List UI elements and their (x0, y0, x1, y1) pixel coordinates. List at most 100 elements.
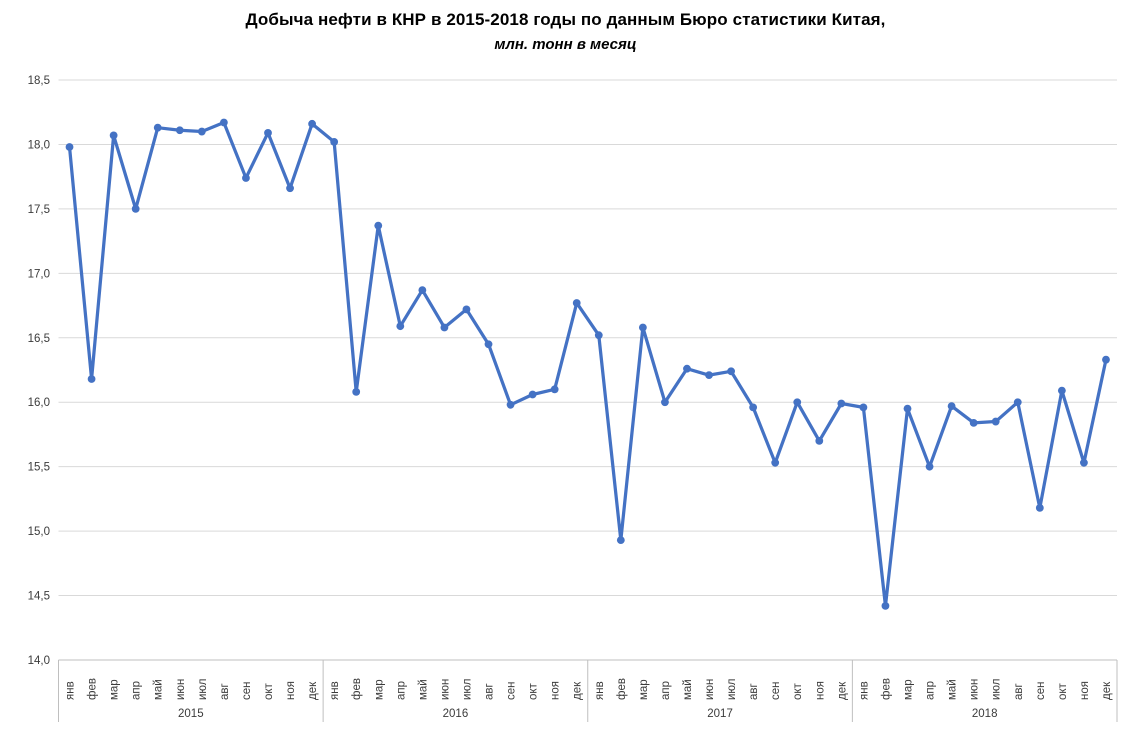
data-point-marker (727, 367, 735, 376)
x-month-label: июл (726, 678, 738, 700)
x-month-label: дек (836, 681, 848, 700)
x-month-label: мар (638, 679, 650, 700)
x-month-label: июл (197, 678, 209, 700)
x-month-label: сен (241, 682, 253, 701)
x-month-label: дек (1101, 681, 1113, 700)
y-tick-label: 14,5 (28, 591, 50, 603)
data-point-marker (572, 299, 581, 307)
x-month-label: мар (903, 679, 915, 700)
data-point-marker (1013, 398, 1022, 407)
x-month-label: сен (506, 682, 518, 701)
data-point-marker (969, 418, 978, 427)
data-point-marker (308, 119, 316, 128)
data-point-marker (594, 331, 603, 340)
x-month-label: окт (1057, 682, 1069, 700)
x-month-label: янв (594, 681, 606, 700)
y-tick-label: 15,5 (28, 462, 50, 474)
data-point-marker (440, 323, 449, 332)
x-month-label: ноя (285, 681, 297, 700)
data-point-marker (242, 174, 250, 182)
x-month-label: авг (484, 683, 496, 700)
x-month-label: окт (792, 682, 804, 700)
x-month-label: ноя (550, 681, 562, 700)
x-month-label: янв (329, 681, 341, 700)
production-series-line (67, 120, 1108, 608)
data-point-marker (87, 375, 96, 383)
data-point-marker (506, 400, 515, 409)
data-point-marker (991, 417, 1000, 426)
data-point-marker (65, 143, 74, 151)
x-month-label: апр (395, 681, 407, 700)
chart-subtitle: млн. тонн в месяц (494, 36, 637, 53)
chart-title: Добыча нефти в КНР в 2015-2018 годы по д… (245, 10, 886, 29)
x-month-label: ноя (814, 681, 826, 700)
x-month-label: сен (770, 682, 782, 701)
x-year-label: 2018 (972, 708, 998, 720)
data-point-marker (197, 127, 206, 136)
data-point-marker (683, 364, 691, 373)
x-month-label: дек (572, 681, 584, 700)
data-point-marker (1035, 504, 1044, 512)
y-tick-label: 16,0 (28, 397, 50, 409)
x-month-label: июн (969, 679, 981, 700)
x-year-label: 2017 (707, 708, 733, 720)
x-month-label: окт (263, 682, 275, 700)
x-month-label: фев (616, 678, 628, 700)
y-tick-label: 18,5 (28, 75, 50, 87)
data-point-marker (418, 286, 427, 294)
data-point-marker (330, 137, 339, 146)
x-month-label: апр (925, 681, 937, 700)
data-point-marker (286, 184, 294, 193)
data-point-marker (616, 536, 625, 545)
x-month-label: май (417, 679, 429, 700)
data-point-marker (947, 402, 956, 410)
data-point-marker (837, 399, 846, 408)
data-point-marker (881, 601, 890, 610)
data-point-marker (638, 323, 647, 332)
data-point-marker (109, 131, 118, 140)
data-point-marker (749, 403, 758, 412)
y-tick-label: 14,0 (28, 655, 50, 667)
x-month-label: фев (351, 678, 363, 700)
x-month-label: июн (175, 679, 187, 700)
y-tick-label: 16,5 (28, 333, 50, 345)
data-point-marker (771, 458, 780, 467)
data-point-marker (153, 123, 162, 132)
x-month-label: июл (461, 678, 473, 700)
y-tick-label: 15,0 (28, 526, 50, 538)
x-month-label: май (153, 679, 165, 700)
data-point-marker (793, 398, 802, 407)
x-month-label: мар (109, 679, 121, 700)
data-point-marker (484, 340, 493, 349)
x-month-label: сен (1035, 682, 1047, 701)
x-month-label: окт (528, 682, 540, 700)
data-point-marker (661, 398, 669, 407)
data-point-marker (396, 322, 405, 331)
x-month-label: май (947, 679, 959, 700)
x-month-label: апр (131, 681, 143, 700)
data-point-marker (859, 403, 868, 412)
data-point-marker (1102, 355, 1110, 364)
data-point-marker (131, 204, 140, 213)
y-tick-label: 18,0 (28, 139, 50, 151)
x-month-label: янв (858, 681, 870, 700)
y-tick-label: 17,0 (28, 268, 50, 280)
data-point-marker (462, 305, 471, 314)
data-point-marker (374, 221, 383, 230)
data-point-marker (815, 436, 824, 445)
x-month-label: фев (87, 678, 99, 700)
data-point-marker (925, 462, 934, 471)
x-month-label: мар (373, 679, 385, 700)
data-point-marker (219, 118, 228, 127)
data-point-marker (705, 371, 713, 380)
data-point-marker (550, 385, 559, 394)
x-year-label: 2015 (178, 708, 204, 720)
x-month-label: фев (880, 678, 892, 700)
data-point-marker (903, 404, 912, 413)
x-month-label: авг (219, 683, 231, 700)
x-month-label: авг (1013, 683, 1025, 700)
x-month-label: дек (307, 681, 319, 700)
x-month-label: авг (748, 683, 760, 700)
